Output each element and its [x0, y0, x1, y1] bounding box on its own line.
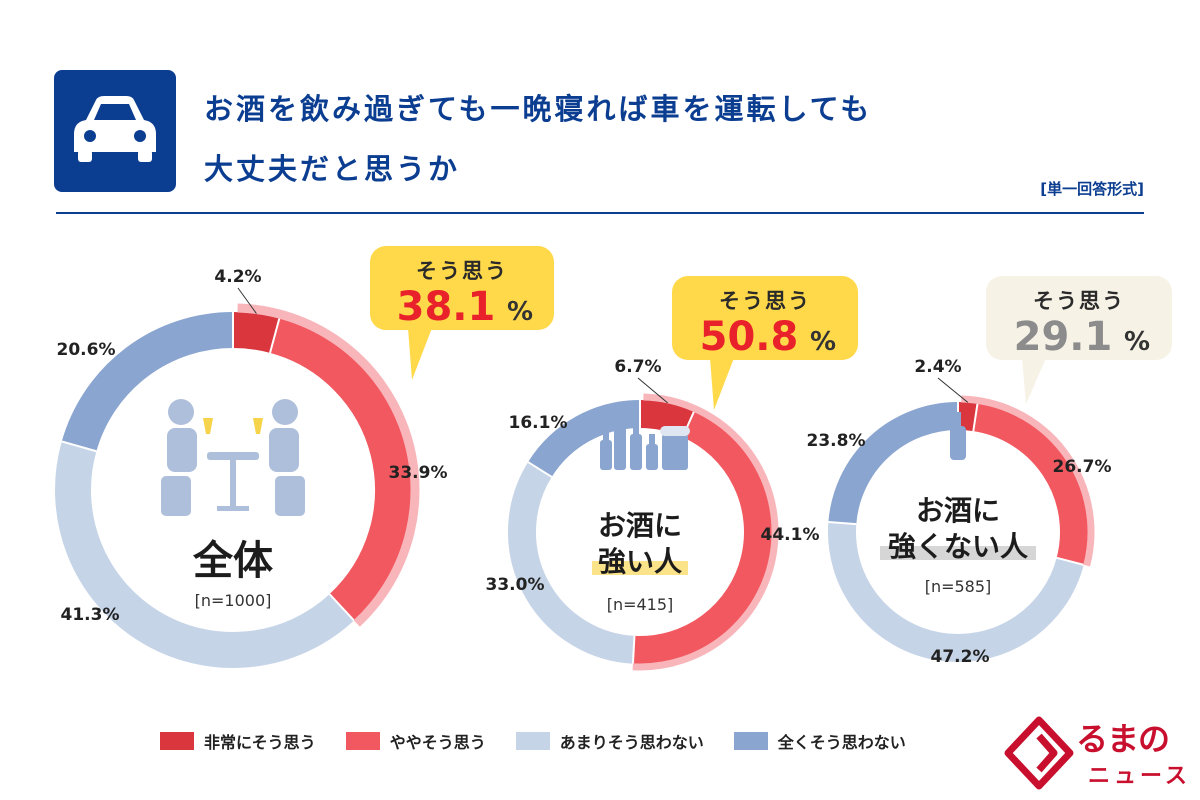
donut-1-callout-head: そう思う [719, 289, 811, 313]
donut-1-label-2: 33.0% [486, 575, 545, 595]
answer-format-note: [単一回答形式] [1040, 180, 1144, 198]
donut-0-callout-value: 38.1 [397, 284, 496, 330]
donut-1-segment-1 [632, 411, 772, 664]
watermark-mark [1004, 716, 1074, 790]
donut-0-center-name: 全体 [192, 538, 273, 584]
donut-2-segment-2 [828, 522, 1084, 662]
donut-0-separator-1 [269, 317, 281, 354]
donut-2-label-3: 23.8% [807, 431, 866, 451]
donut-2-callout-value: 29.1 [1014, 314, 1113, 360]
donut-1-agree-band [632, 393, 779, 671]
donut-1-segment-3 [528, 400, 641, 478]
donut-2-separator-1 [972, 403, 979, 432]
donut-1-leader-line [637, 377, 668, 404]
donut-0-callout-head: そう思う [416, 259, 508, 283]
donut-2-segment-1 [972, 403, 1088, 565]
toast-scene-icon [161, 399, 305, 516]
donut-0-label-3: 20.6% [57, 340, 116, 360]
donut-1-segment-2 [508, 462, 635, 664]
title-divider [56, 212, 1144, 214]
donut-1-center-name-line2: 強い人 [598, 545, 682, 578]
donut-2-sample-size: [n=585] [925, 577, 992, 596]
donut-2-name-highlight [880, 546, 1036, 560]
donut-0-segment-3 [61, 312, 234, 452]
donut-2-label-1: 26.7% [1053, 457, 1112, 477]
legend-item-not-at-all: 全くそう思わない [733, 729, 906, 753]
donut-2-callout-head: そう思う [1033, 289, 1125, 313]
donut-0-label-1: 33.9% [389, 463, 448, 483]
donut-0-segment-2 [55, 441, 355, 668]
legend-label-not-at-all: 全くそう思わない [777, 733, 906, 752]
legend-label-very-agree: 非常にそう思う [204, 733, 316, 752]
legend-label-somewhat-agree: ややそう思う [389, 733, 486, 752]
donut-1-label-1: 44.1% [761, 525, 820, 545]
donut-0-callout-box [370, 246, 554, 330]
donut-0-agree-band [237, 303, 420, 627]
donut-2-separator-3 [828, 521, 857, 526]
donut-0-sample-size: [n=1000] [195, 591, 272, 610]
legend-swatch-somewhat-agree [345, 732, 380, 750]
donut-1-separator-3 [527, 461, 553, 478]
donut-2-label-0: 2.4% [914, 357, 961, 377]
donut-1-name-highlight [592, 561, 688, 575]
bottle-icon [950, 412, 966, 460]
watermark-text-line2: ニュース [1088, 764, 1191, 789]
donut-1-sample-size: [n=415] [607, 595, 674, 614]
donut-2-agree-band [961, 395, 1095, 567]
donut-1-separator-2 [631, 635, 636, 664]
donut-1-segment-0 [639, 400, 694, 438]
legend-swatch-very-agree [160, 732, 194, 750]
legend: 非常にそう思う ややそう思う あまりそう思わない 全くそう思わない [160, 728, 906, 754]
watermark-text-line1: るまの [1076, 720, 1170, 758]
donut-1-callout-value: 50.8 [700, 314, 799, 360]
donut-1-label-3: 16.1% [509, 413, 568, 433]
donut-1-callout-unit: % [810, 327, 836, 357]
legend-swatch-not-at-all [733, 732, 768, 750]
donut-0-separator-2 [328, 593, 355, 622]
legend-item-not-really: あまりそう思わない [515, 729, 704, 753]
chart-title-line-1: お酒を飲み過ぎても一晩寝れば車を運転しても [204, 92, 873, 126]
donut-1-label-0: 6.7% [614, 357, 661, 377]
donut-2-callout-unit: % [1124, 327, 1150, 357]
legend-item-somewhat-agree: ややそう思う [345, 729, 486, 753]
legend-swatch-not-really [515, 732, 550, 750]
watermark-logo: るまの ニュース [1004, 712, 1188, 792]
donut-2-label-2: 47.2% [931, 647, 990, 667]
donut-2-segment-3 [828, 402, 959, 525]
donut-2-leader-line [937, 377, 969, 403]
donut-0-segment-0 [232, 312, 280, 354]
header-icon-box [54, 70, 176, 192]
donut-2-center-name-line2: 強くない人 [888, 530, 1028, 563]
donut-2-callout-tail [1022, 358, 1046, 404]
donut-2-center-name-line1: お酒に [916, 494, 1000, 527]
donut-0-label-0: 4.2% [214, 267, 261, 287]
bottles-icon [600, 416, 690, 470]
donut-2-separator-2 [1056, 556, 1085, 566]
donut-1-callout-tail [710, 358, 734, 410]
chart-title-line-2: 大丈夫だと思うか [204, 152, 461, 186]
donut-chart-0: 4.2% 33.9% 41.3% 20.6% 全体 [n=1000] [55, 267, 448, 668]
donut-1-center-name-line1: お酒に [598, 509, 682, 542]
donut-0-callout-tail [408, 328, 432, 380]
legend-label-not-really: あまりそう思わない [559, 733, 704, 752]
legend-item-very-agree: 非常にそう思う [160, 729, 316, 753]
donut-0-separator-3 [61, 440, 97, 453]
donut-0-leader-line [237, 287, 257, 314]
donut-2-callout-box [986, 276, 1172, 360]
donut-0-label-2: 41.3% [61, 605, 120, 625]
donut-1-callout-box [672, 276, 858, 360]
donut-0-callout-unit: % [507, 297, 533, 327]
donut-0-segment-1 [269, 318, 411, 621]
car-icon [74, 96, 156, 162]
